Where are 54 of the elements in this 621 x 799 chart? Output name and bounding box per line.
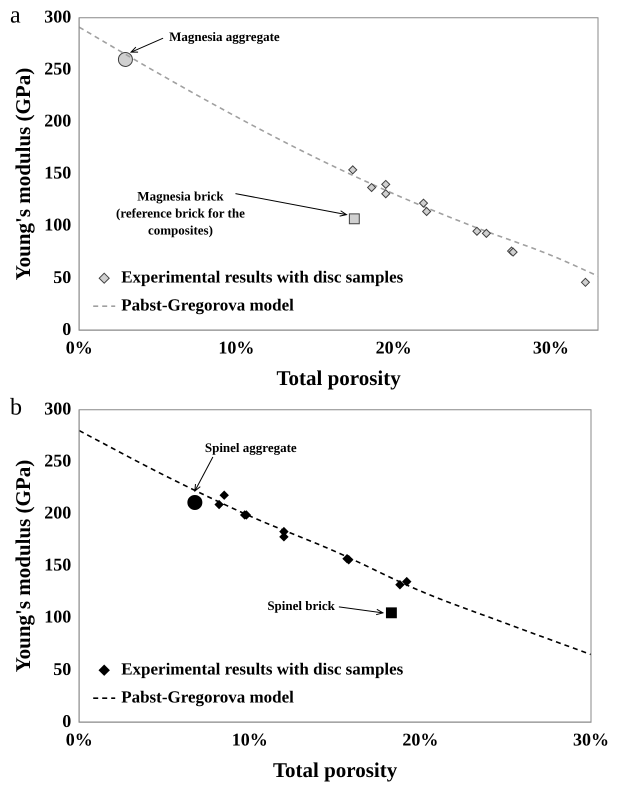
annotation: Magnesia aggregate	[169, 29, 280, 44]
point	[381, 189, 390, 198]
y-tick-label: 200	[44, 502, 72, 523]
point	[220, 490, 229, 500]
y-tick-label: 300	[44, 398, 72, 418]
point	[187, 494, 202, 510]
chart-title: b	[10, 394, 22, 420]
point	[367, 183, 376, 192]
y-tick-label: 150	[44, 162, 72, 183]
annotation: Magnesia brick (reference brick for the composites)	[116, 188, 246, 238]
y-tick-label: 200	[44, 110, 72, 131]
legend-label: Experimental results with disc samples	[121, 660, 404, 679]
x-tick-label: 30%	[532, 338, 569, 358]
point	[381, 180, 390, 189]
point	[580, 278, 590, 287]
point	[402, 577, 412, 586]
annotation: Spinel aggregate	[204, 440, 297, 456]
y-tick-label: 150	[44, 554, 72, 575]
y-tick-label: 50	[53, 658, 72, 679]
y-tick-label: 250	[44, 450, 72, 471]
x-tick-label: 20%	[402, 730, 438, 750]
y-tick-label: 50	[53, 266, 72, 287]
annotation: Spinel brick	[267, 598, 336, 613]
point	[482, 228, 491, 238]
legend-label: Experimental results with disc samples	[121, 268, 404, 287]
point	[418, 198, 428, 208]
x-axis-title: Total porosity	[272, 758, 398, 782]
y-axis-title: Young's modulus (GPa)	[11, 68, 36, 280]
y-tick-label: 100	[44, 214, 72, 235]
point	[214, 500, 224, 510]
x-tick-label: 20%	[376, 338, 412, 358]
y-tick-label: 0	[62, 710, 72, 731]
y-tick-label: 0	[62, 318, 72, 339]
y-tick-label: 300	[44, 6, 72, 26]
x-tick-label: 10%	[232, 730, 268, 750]
chart-title: a	[10, 2, 21, 28]
point	[386, 607, 397, 618]
point	[472, 226, 482, 236]
point	[348, 213, 360, 224]
point	[118, 52, 133, 67]
x-tick-label: 10%	[218, 338, 254, 358]
line-series	[79, 430, 591, 656]
point	[395, 580, 404, 590]
point	[348, 165, 358, 174]
x-tick-label: 0%	[66, 730, 93, 750]
x-tick-label: 30%	[573, 730, 609, 750]
x-tick-label: 0%	[66, 338, 93, 358]
x-axis-title: Total porosity	[276, 366, 402, 390]
legend-label: Pabst-Gregorova model	[121, 688, 294, 707]
y-tick-label: 250	[44, 58, 72, 79]
y-axis-title: Young's modulus (GPa)	[11, 460, 36, 672]
legend-label: Pabst-Gregorova model	[121, 296, 294, 315]
point	[422, 206, 432, 216]
y-tick-label: 100	[44, 606, 72, 627]
